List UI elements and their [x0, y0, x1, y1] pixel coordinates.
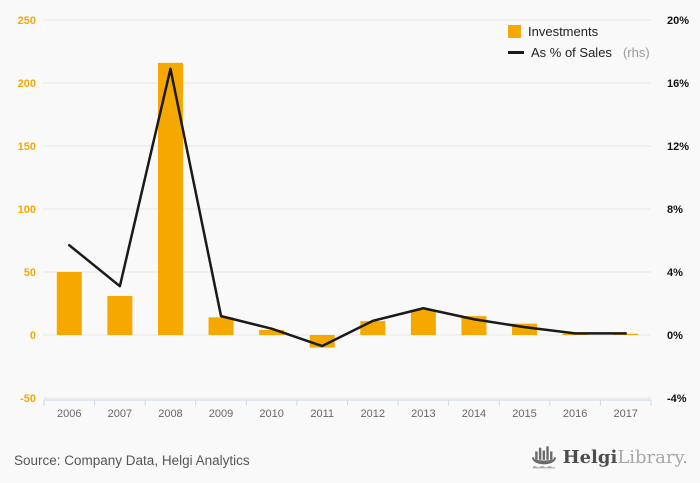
bar-2013 [410, 309, 436, 335]
right-axis-label: -4% [667, 393, 687, 405]
bar-2012 [360, 321, 386, 335]
logo-library-text: Library. [617, 446, 688, 468]
x-axis-label: 2009 [209, 408, 233, 420]
ship-icon [531, 446, 556, 469]
left-axis-label: -50 [20, 393, 36, 405]
left-axis-label: 100 [18, 204, 36, 216]
x-axis-label: 2008 [158, 408, 182, 420]
x-axis-label: 2016 [563, 408, 587, 420]
legend-item-pct-of-sales[interactable]: As % of Sales (rhs) [508, 45, 650, 60]
logo-helgi-text: Helgi [562, 446, 618, 468]
x-axis-label: 2015 [512, 408, 536, 420]
bar-2006 [56, 272, 82, 335]
x-axis-label: 2011 [310, 408, 334, 420]
right-axis-label: 16% [667, 78, 689, 90]
x-axis-label: 2013 [411, 408, 435, 420]
legend-note-rhs: (rhs) [622, 45, 650, 60]
left-axis-label: 250 [18, 15, 36, 27]
helgi-library-logo[interactable]: HelgiLibrary. [530, 444, 688, 470]
x-axis-label: 2010 [259, 408, 283, 420]
bar-2015 [512, 323, 538, 335]
bar-2009 [208, 317, 234, 335]
right-axis-label: 0% [667, 330, 683, 342]
x-axis-label: 2017 [613, 408, 637, 420]
left-axis-label: 200 [18, 78, 36, 90]
logo-wordmark: HelgiLibrary. [563, 447, 688, 468]
line-marker-icon [508, 51, 524, 54]
sales-line [68, 67, 627, 348]
bar-2010 [259, 329, 285, 335]
bar-2007 [107, 295, 133, 335]
chart-svg: -50 0 50 100 150 200 250 -4% 0% 4% 8% 12% 16% 20% 2006… [18, 15, 690, 420]
legend-label-pct-of-sales: As % of Sales [531, 45, 612, 60]
right-axis-label: 8% [667, 204, 683, 216]
right-axis-label: 20% [667, 15, 689, 27]
x-axis-label: 2007 [108, 408, 132, 420]
investments-swatch-icon [508, 25, 521, 38]
x-axis-label: 2014 [462, 408, 486, 420]
legend-item-investments[interactable]: Investments [508, 24, 650, 39]
legend-label-investments: Investments [528, 24, 599, 39]
right-axis-label: 4% [667, 267, 683, 279]
right-axis-label: 12% [667, 141, 689, 153]
left-axis-label: 50 [24, 267, 36, 279]
left-axis-label: 150 [18, 141, 36, 153]
legend: Investments As % of Sales (rhs) [508, 24, 650, 60]
x-axis-label: 2006 [57, 408, 81, 420]
source-text: Source: Company Data, Helgi Analytics [14, 453, 250, 468]
left-axis-label: 0 [30, 330, 36, 342]
x-axis-label: 2012 [361, 408, 385, 420]
